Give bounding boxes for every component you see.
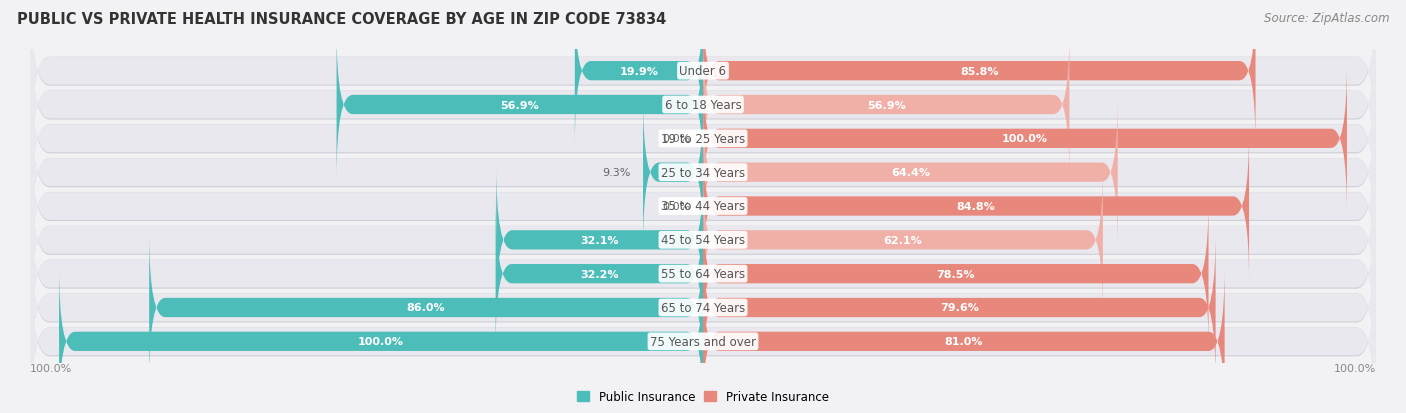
FancyBboxPatch shape bbox=[703, 267, 1225, 413]
FancyBboxPatch shape bbox=[30, 254, 1376, 413]
FancyBboxPatch shape bbox=[495, 199, 703, 349]
Text: 32.2%: 32.2% bbox=[581, 269, 619, 279]
Text: 55 to 64 Years: 55 to 64 Years bbox=[661, 268, 745, 280]
FancyBboxPatch shape bbox=[30, 52, 1376, 226]
FancyBboxPatch shape bbox=[703, 132, 1249, 281]
Text: 6 to 18 Years: 6 to 18 Years bbox=[665, 99, 741, 112]
FancyBboxPatch shape bbox=[30, 120, 1376, 294]
FancyBboxPatch shape bbox=[30, 255, 1376, 413]
Text: 62.1%: 62.1% bbox=[883, 235, 922, 245]
Text: Source: ZipAtlas.com: Source: ZipAtlas.com bbox=[1264, 12, 1389, 25]
Text: 65 to 74 Years: 65 to 74 Years bbox=[661, 301, 745, 314]
FancyBboxPatch shape bbox=[30, 85, 1376, 260]
Text: 19.9%: 19.9% bbox=[620, 66, 658, 76]
FancyBboxPatch shape bbox=[30, 53, 1376, 226]
Text: 86.0%: 86.0% bbox=[406, 303, 446, 313]
FancyBboxPatch shape bbox=[30, 221, 1376, 395]
Text: Under 6: Under 6 bbox=[679, 65, 727, 78]
Text: 64.4%: 64.4% bbox=[891, 168, 929, 178]
FancyBboxPatch shape bbox=[703, 64, 1347, 214]
Text: 78.5%: 78.5% bbox=[936, 269, 974, 279]
FancyBboxPatch shape bbox=[703, 233, 1216, 382]
Text: 32.1%: 32.1% bbox=[581, 235, 619, 245]
FancyBboxPatch shape bbox=[30, 119, 1376, 294]
FancyBboxPatch shape bbox=[703, 98, 1118, 247]
FancyBboxPatch shape bbox=[496, 166, 703, 315]
FancyBboxPatch shape bbox=[30, 0, 1376, 159]
FancyBboxPatch shape bbox=[149, 233, 703, 382]
Text: 25 to 34 Years: 25 to 34 Years bbox=[661, 166, 745, 179]
FancyBboxPatch shape bbox=[59, 267, 703, 413]
FancyBboxPatch shape bbox=[703, 0, 1256, 146]
Text: 45 to 54 Years: 45 to 54 Years bbox=[661, 234, 745, 247]
FancyBboxPatch shape bbox=[30, 0, 1376, 159]
FancyBboxPatch shape bbox=[703, 199, 1209, 349]
Legend: Public Insurance, Private Insurance: Public Insurance, Private Insurance bbox=[572, 385, 834, 408]
Text: 9.3%: 9.3% bbox=[602, 168, 630, 178]
Text: 19 to 25 Years: 19 to 25 Years bbox=[661, 133, 745, 145]
Text: 56.9%: 56.9% bbox=[868, 100, 905, 110]
Text: 0.0%: 0.0% bbox=[662, 202, 690, 211]
FancyBboxPatch shape bbox=[336, 31, 703, 180]
FancyBboxPatch shape bbox=[30, 154, 1376, 328]
Text: 0.0%: 0.0% bbox=[662, 134, 690, 144]
Text: 79.6%: 79.6% bbox=[939, 303, 979, 313]
FancyBboxPatch shape bbox=[643, 98, 703, 247]
Text: 35 to 44 Years: 35 to 44 Years bbox=[661, 200, 745, 213]
Text: 100.0%: 100.0% bbox=[1002, 134, 1047, 144]
Text: 84.8%: 84.8% bbox=[956, 202, 995, 211]
Text: 100.0%: 100.0% bbox=[1334, 363, 1376, 373]
Text: 75 Years and over: 75 Years and over bbox=[650, 335, 756, 348]
FancyBboxPatch shape bbox=[30, 188, 1376, 361]
FancyBboxPatch shape bbox=[30, 86, 1376, 260]
FancyBboxPatch shape bbox=[575, 0, 703, 146]
FancyBboxPatch shape bbox=[30, 18, 1376, 192]
Text: 81.0%: 81.0% bbox=[945, 337, 983, 347]
FancyBboxPatch shape bbox=[30, 153, 1376, 328]
Text: 100.0%: 100.0% bbox=[30, 363, 72, 373]
FancyBboxPatch shape bbox=[703, 166, 1102, 315]
FancyBboxPatch shape bbox=[703, 31, 1070, 180]
Text: PUBLIC VS PRIVATE HEALTH INSURANCE COVERAGE BY AGE IN ZIP CODE 73834: PUBLIC VS PRIVATE HEALTH INSURANCE COVER… bbox=[17, 12, 666, 27]
FancyBboxPatch shape bbox=[30, 19, 1376, 192]
FancyBboxPatch shape bbox=[30, 187, 1376, 361]
Text: 100.0%: 100.0% bbox=[359, 337, 404, 347]
Text: 85.8%: 85.8% bbox=[960, 66, 998, 76]
FancyBboxPatch shape bbox=[30, 221, 1376, 395]
Text: 56.9%: 56.9% bbox=[501, 100, 538, 110]
